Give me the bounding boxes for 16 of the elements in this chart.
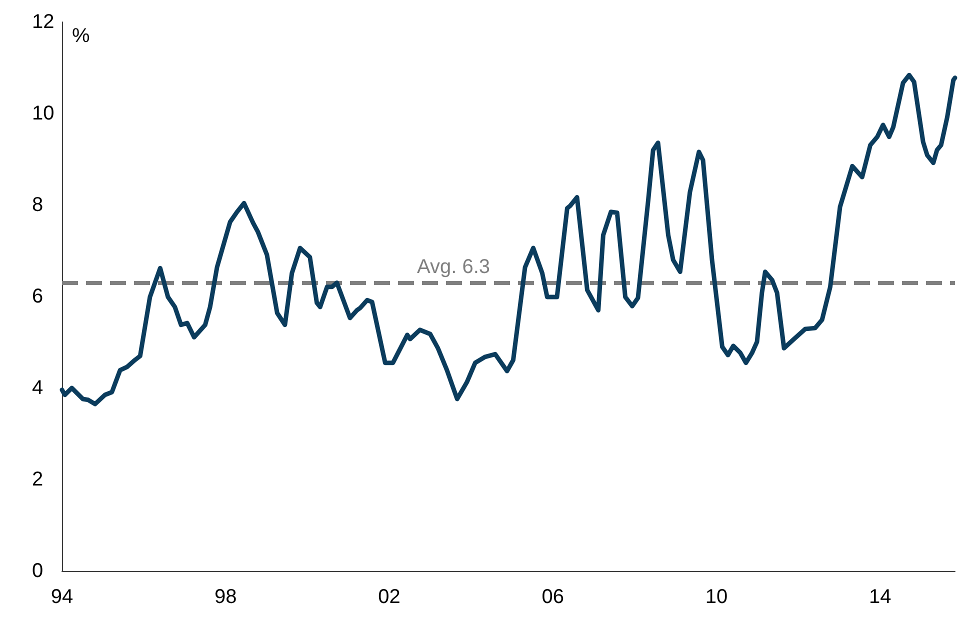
x-tick-label: 02 [378, 586, 400, 608]
x-tick-label: 06 [542, 586, 564, 608]
y-tick-label: 0 [32, 560, 44, 582]
y-tick-label: 10 [32, 102, 54, 124]
ref-line-label: Avg. 6.3 [416, 256, 490, 278]
y-tick-label: 2 [32, 468, 44, 490]
x-tick-label: 14 [869, 586, 892, 608]
y-axis-title: % [72, 25, 90, 47]
y-tick-label: 4 [32, 377, 44, 399]
x-tick-label: 10 [705, 586, 728, 608]
y-tick-label: 12 [32, 11, 54, 33]
x-tick-label: 94 [50, 586, 74, 608]
x-tick-label: 98 [214, 586, 237, 608]
y-tick-label: 6 [32, 286, 44, 308]
line-series [60, 72, 958, 406]
y-tick-label: 8 [32, 194, 44, 216]
